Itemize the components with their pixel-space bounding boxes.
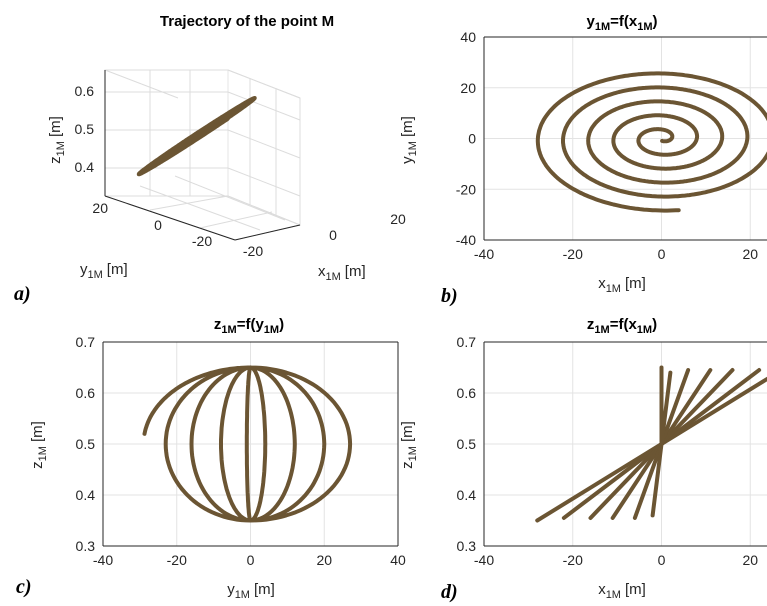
panel-d-axes: -40 -20 0 20 0.3 0.4 0.5 0.6 0.7 [457, 334, 767, 568]
x-tick-label: 20 [742, 552, 758, 568]
panel-a-xlabel: x1M [m] [318, 263, 366, 283]
panel-a-letter: a) [14, 283, 31, 305]
panel-c: z1M=f(y1M) -40 -20 0 20 40 0.3 0.4 0.5 0.6 0.7 z1… [16, 316, 406, 601]
x-tick-label: 40 [390, 552, 406, 568]
y-tick-label: 0.5 [457, 436, 477, 452]
panel-b-ylabel: y1M[m] [399, 116, 419, 164]
panel-a-ylabel: y1M [m] [80, 261, 128, 281]
y-tick-label: 0 [468, 131, 476, 147]
panel-a-trajectory [136, 96, 257, 177]
panel-a-ztick-2: 0.5 [75, 121, 95, 137]
panel-a-title: Trajectory of the point M [160, 13, 334, 30]
x-tick-label: 0 [658, 552, 666, 568]
panel-a-xtick-3: 20 [390, 211, 406, 227]
x-tick-label: -40 [474, 246, 494, 262]
panel-a-ztick-3: 0.4 [75, 159, 95, 175]
panel-a-box [104, 69, 301, 241]
panel-b-letter: b) [441, 285, 458, 307]
panel-b-xlabel: x1M [m] [598, 275, 646, 295]
x-tick-label: -40 [474, 552, 494, 568]
x-tick-label: -20 [563, 552, 583, 568]
panel-a-ytick-1: 20 [92, 200, 108, 216]
x-tick-label: 20 [742, 246, 758, 262]
panel-b-spiral [535, 71, 767, 213]
panel-a-xtick-2: 0 [329, 227, 337, 243]
panel-a-ytick-2: 0 [154, 217, 162, 233]
panel-a-xtick-1: -20 [243, 243, 263, 259]
panel-d-lines [535, 365, 767, 523]
panel-d: z1M=f(x1M) -40 -20 0 20 0.3 0.4 0.5 0.6 0.7 z1M[… [399, 316, 767, 603]
x-tick-label: -20 [563, 246, 583, 262]
panel-a: Trajectory of the point M [14, 13, 406, 305]
panel-d-title: z1M=f(x1M) [587, 316, 657, 336]
y-tick-label: 40 [460, 29, 476, 45]
panel-d-xlabel: x1M [m] [598, 581, 646, 601]
y-tick-label: 0.7 [457, 334, 477, 350]
x-tick-label: -40 [93, 552, 113, 568]
panel-c-letter: c) [16, 576, 32, 598]
panel-c-xlabel: y1M [m] [227, 581, 275, 601]
x-tick-label: -20 [167, 552, 187, 568]
panel-a-axes [104, 70, 301, 241]
panel-d-ylabel: z1M[m] [399, 421, 419, 469]
y-tick-label: 0.5 [76, 436, 96, 452]
panel-c-title: z1M=f(y1M) [214, 316, 284, 336]
x-tick-label: 0 [658, 246, 666, 262]
panel-b-title: y1M=f(x1M) [587, 13, 658, 33]
y-tick-label: 0.7 [76, 334, 96, 350]
panel-a-zlabel: z1M[m] [47, 116, 67, 164]
y-tick-label: 0.4 [457, 487, 477, 503]
y-tick-label: 0.6 [76, 385, 96, 401]
y-tick-label: -20 [456, 181, 476, 197]
y-tick-label: 20 [460, 80, 476, 96]
y-tick-label: 0.6 [457, 385, 477, 401]
y-tick-label: 0.4 [76, 487, 96, 503]
panel-c-ylabel: z1M[m] [29, 421, 49, 469]
y-tick-label: -40 [456, 232, 476, 248]
x-tick-label: 0 [247, 552, 255, 568]
panel-c-meridians [142, 365, 353, 523]
panel-a-ztick-1: 0.6 [75, 83, 95, 99]
y-tick-label: 0.3 [457, 538, 477, 554]
x-tick-label: 20 [316, 552, 332, 568]
panel-a-ytick-3: -20 [192, 233, 212, 249]
panel-b: y1M=f(x1M) -40 -20 0 20 -40 -20 0 20 40 y1M[m] x… [399, 13, 767, 307]
panel-d-letter: d) [441, 581, 458, 603]
y-tick-label: 0.3 [76, 538, 96, 554]
panel-b-axes: -40 -20 0 20 -40 -20 0 20 40 [456, 29, 767, 262]
